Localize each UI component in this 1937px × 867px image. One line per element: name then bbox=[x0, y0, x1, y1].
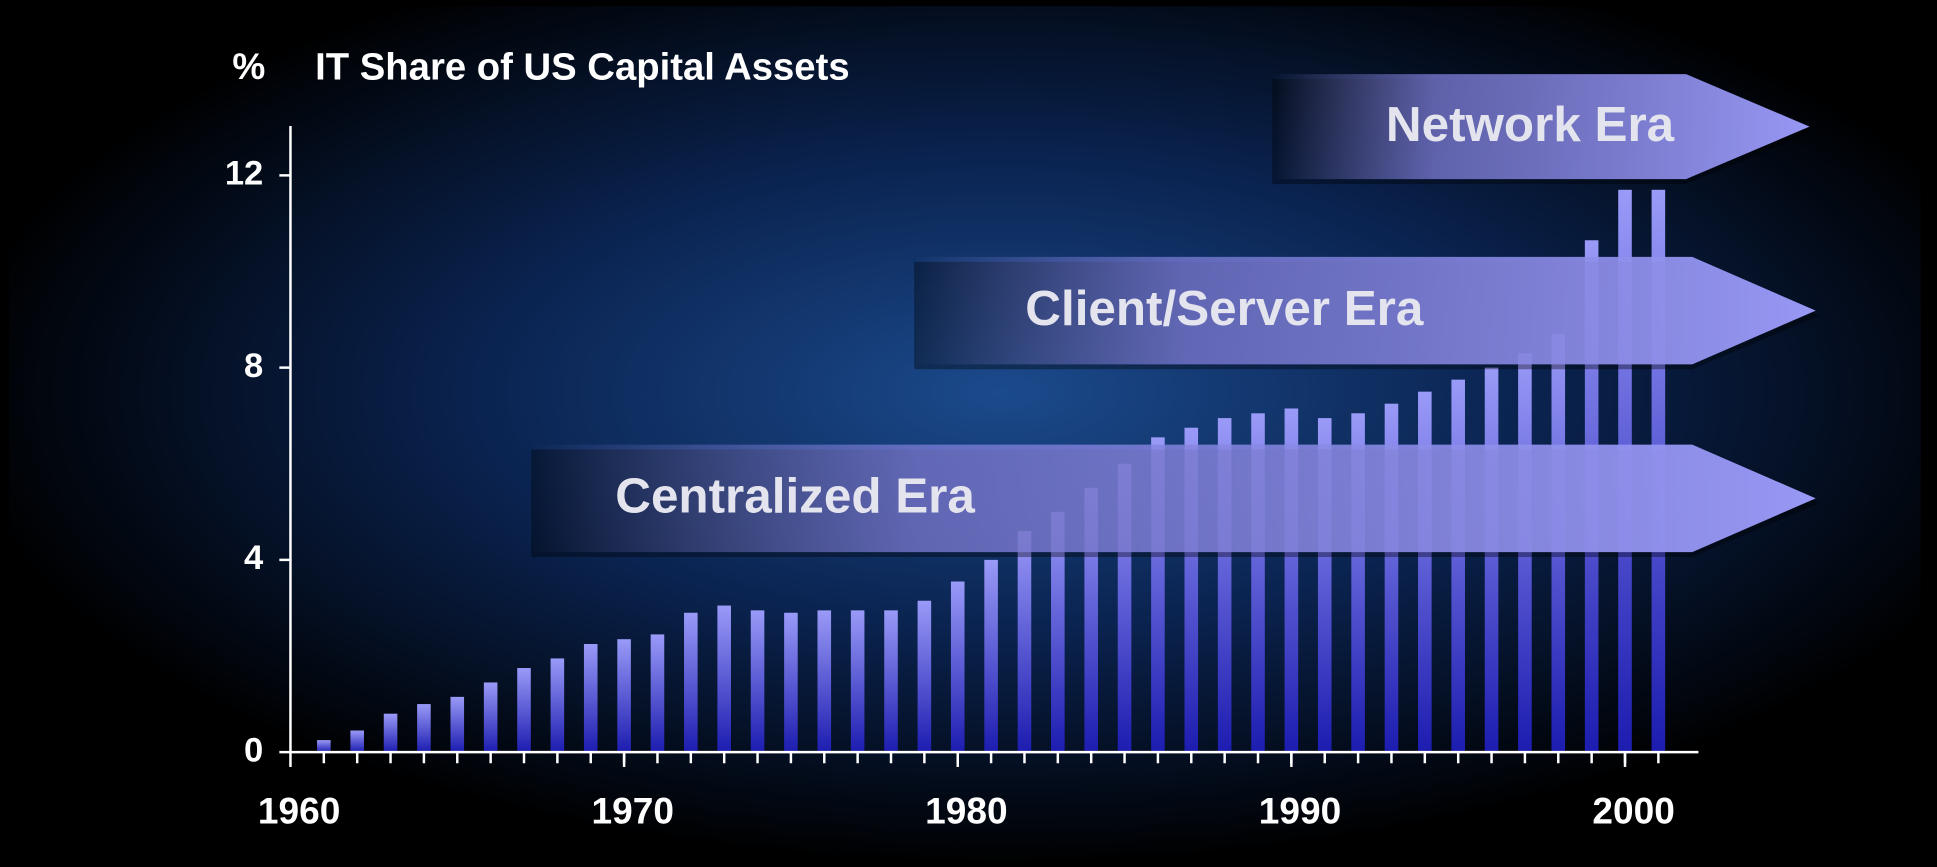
y-tick-label: 0 bbox=[244, 731, 263, 769]
y-tick-label: 12 bbox=[225, 155, 263, 193]
era-label: Network Era bbox=[1386, 97, 1675, 152]
bar bbox=[450, 697, 464, 752]
bar bbox=[651, 634, 665, 752]
y-tick-label: 4 bbox=[244, 539, 264, 577]
bar bbox=[1485, 368, 1499, 753]
y-tick-label: 8 bbox=[244, 347, 263, 385]
era-label: Client/Server Era bbox=[1025, 281, 1424, 336]
bar bbox=[717, 606, 731, 753]
x-tick-label: 1960 bbox=[258, 790, 340, 832]
bar bbox=[1018, 531, 1032, 752]
bar bbox=[817, 610, 831, 752]
bar bbox=[951, 582, 965, 753]
bar bbox=[484, 682, 498, 752]
bar bbox=[350, 731, 364, 753]
bar bbox=[851, 610, 865, 752]
bar bbox=[884, 610, 898, 752]
bar bbox=[551, 658, 565, 752]
y-axis-label: % bbox=[232, 45, 265, 87]
bar bbox=[684, 613, 698, 752]
x-tick-label: 2000 bbox=[1592, 790, 1674, 832]
bar bbox=[417, 704, 431, 752]
bar bbox=[751, 610, 765, 752]
chart-title: IT Share of US Capital Assets bbox=[315, 45, 849, 88]
x-tick-label: 1990 bbox=[1259, 790, 1341, 832]
bar bbox=[617, 639, 631, 752]
chart: % IT Share of US Capital Assets Network … bbox=[0, 0, 1937, 867]
bar bbox=[517, 668, 531, 752]
x-tick-label: 1980 bbox=[925, 790, 1007, 832]
bar bbox=[784, 613, 798, 752]
bar bbox=[984, 560, 998, 752]
x-tick-label: 1970 bbox=[592, 790, 674, 832]
bar bbox=[384, 714, 398, 752]
era-label: Centralized Era bbox=[615, 469, 975, 524]
bar bbox=[1451, 380, 1465, 752]
bar bbox=[584, 644, 598, 752]
bar bbox=[918, 601, 932, 752]
bar bbox=[317, 740, 331, 752]
